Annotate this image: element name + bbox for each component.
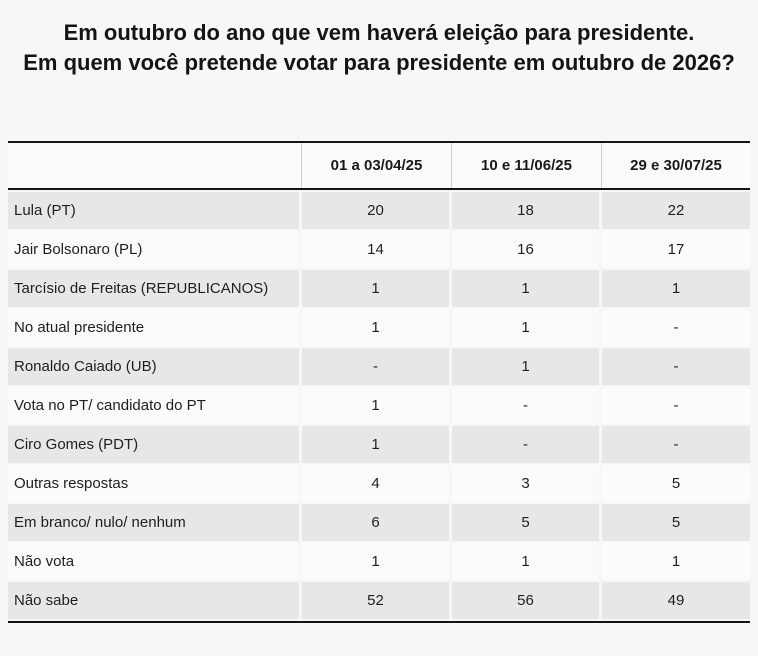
value-cell: 14 bbox=[302, 231, 449, 268]
value-cell: 1 bbox=[302, 387, 449, 424]
value-cell: 5 bbox=[602, 465, 750, 502]
value-cell: 1 bbox=[302, 543, 449, 580]
value-cell: 1 bbox=[302, 426, 449, 463]
value-cell: 1 bbox=[602, 270, 750, 307]
row-label: Não vota bbox=[8, 543, 299, 580]
row-label: Vota no PT/ candidato do PT bbox=[8, 387, 299, 424]
value-cell: - bbox=[302, 348, 449, 385]
column-header-date-1: 01 a 03/04/25 bbox=[302, 143, 452, 188]
column-header-date-3: 29 e 30/07/25 bbox=[630, 157, 722, 174]
value-cell: 1 bbox=[452, 348, 599, 385]
value-cell: 1 bbox=[302, 309, 449, 346]
value-cell: 49 bbox=[602, 582, 750, 619]
value-cell: 4 bbox=[302, 465, 449, 502]
table-row: Ronaldo Caiado (UB) - 1 - bbox=[8, 348, 750, 385]
value-cell: 3 bbox=[452, 465, 599, 502]
value-cell: 20 bbox=[302, 192, 449, 229]
table-row: Outras respostas 4 3 5 bbox=[8, 465, 750, 502]
row-label: Jair Bolsonaro (PL) bbox=[8, 231, 299, 268]
table-row: Ciro Gomes (PDT) 1 - - bbox=[8, 426, 750, 463]
table-row: Não sabe 52 56 49 bbox=[8, 582, 750, 619]
table-body: Lula (PT) 20 18 22 Jair Bolsonaro (PL) 1… bbox=[8, 190, 750, 621]
value-cell: 22 bbox=[602, 192, 750, 229]
value-cell: - bbox=[452, 387, 599, 424]
value-cell: 1 bbox=[452, 309, 599, 346]
value-cell: - bbox=[602, 387, 750, 424]
value-cell: 6 bbox=[302, 504, 449, 541]
value-cell: - bbox=[602, 348, 750, 385]
table-header-row: 01 a 03/04/25 10 e 11/06/25 29 e 30/07/2… bbox=[8, 143, 750, 190]
table-row: Vota no PT/ candidato do PT 1 - - bbox=[8, 387, 750, 424]
value-cell: 1 bbox=[452, 543, 599, 580]
value-cell: - bbox=[602, 426, 750, 463]
row-label: Ronaldo Caiado (UB) bbox=[8, 348, 299, 385]
row-label: Não sabe bbox=[8, 582, 299, 619]
row-label: No atual presidente bbox=[8, 309, 299, 346]
table-row: Jair Bolsonaro (PL) 14 16 17 bbox=[8, 231, 750, 268]
title-line-1: Em outubro do ano que vem haverá eleição… bbox=[63, 20, 695, 45]
table-row: Tarcísio de Freitas (REPUBLICANOS) 1 1 1 bbox=[8, 270, 750, 307]
value-cell: 56 bbox=[452, 582, 599, 619]
row-label: Ciro Gomes (PDT) bbox=[8, 426, 299, 463]
row-label: Lula (PT) bbox=[8, 192, 299, 229]
value-cell: 52 bbox=[302, 582, 449, 619]
value-cell: 17 bbox=[602, 231, 750, 268]
value-cell: 5 bbox=[452, 504, 599, 541]
value-cell: 5 bbox=[602, 504, 750, 541]
value-cell: - bbox=[452, 426, 599, 463]
value-cell: 1 bbox=[602, 543, 750, 580]
table-row: No atual presidente 1 1 - bbox=[8, 309, 750, 346]
row-label: Em branco/ nulo/ nenhum bbox=[8, 504, 299, 541]
column-header-empty bbox=[8, 143, 302, 188]
title-line-2: Em quem você pretende votar para preside… bbox=[23, 50, 735, 75]
survey-question-title: Em outubro do ano que vem haverá eleição… bbox=[10, 18, 748, 78]
row-label: Outras respostas bbox=[8, 465, 299, 502]
table-row: Lula (PT) 20 18 22 bbox=[8, 192, 750, 229]
row-label: Tarcísio de Freitas (REPUBLICANOS) bbox=[8, 270, 299, 307]
table-row: Em branco/ nulo/ nenhum 6 5 5 bbox=[8, 504, 750, 541]
poll-page: Em outubro do ano que vem haverá eleição… bbox=[0, 18, 758, 623]
column-header-date-2: 10 e 11/06/25 bbox=[452, 143, 602, 188]
value-cell: 1 bbox=[452, 270, 599, 307]
value-cell: 1 bbox=[302, 270, 449, 307]
value-cell: - bbox=[602, 309, 750, 346]
value-cell: 18 bbox=[452, 192, 599, 229]
value-cell: 16 bbox=[452, 231, 599, 268]
poll-results-table: 01 a 03/04/25 10 e 11/06/25 29 e 30/07/2… bbox=[8, 141, 750, 623]
table-row: Não vota 1 1 1 bbox=[8, 543, 750, 580]
